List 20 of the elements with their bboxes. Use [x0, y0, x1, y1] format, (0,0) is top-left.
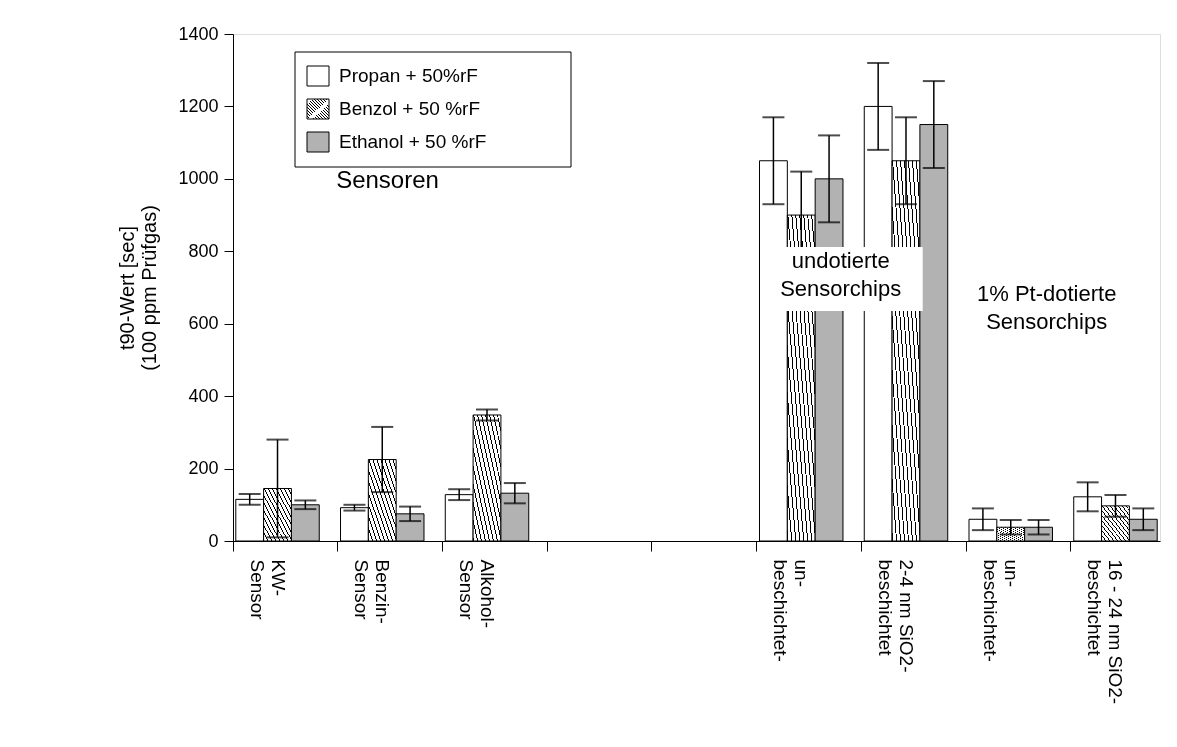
legend-label: Ethanol + 50 %rF: [339, 131, 487, 152]
annotation: 1% Pt-dotierte Sensorchips: [977, 281, 1117, 334]
x-tick-label: KW- Sensor: [246, 559, 289, 621]
y-tick-label: 0: [208, 530, 219, 551]
y-tick-label: 600: [188, 313, 219, 334]
x-tick-label: Benzin- Sensor: [351, 559, 394, 624]
annotation: undotierte Sensorchips: [780, 248, 902, 301]
legend-label: Propan + 50%rF: [339, 65, 478, 86]
x-tick-label: Alkohol- Sensor: [456, 559, 499, 629]
y-axis-title: t90-Wert [sec] (100 ppm Prüfgas): [116, 205, 161, 371]
y-tick-label: 1000: [178, 168, 219, 189]
annotation: Sensoren: [336, 166, 439, 193]
y-tick-label: 1200: [178, 95, 219, 116]
y-tick-label: 800: [188, 240, 219, 261]
x-tick-label: un- beschichtet-: [770, 559, 813, 662]
legend-label: Benzol + 50 %rF: [339, 98, 480, 119]
y-tick-label: 1400: [178, 23, 219, 44]
x-tick-label: un- beschichtet-: [979, 559, 1022, 662]
y-tick-label: 400: [188, 385, 219, 406]
y-tick-label: 200: [188, 458, 219, 479]
